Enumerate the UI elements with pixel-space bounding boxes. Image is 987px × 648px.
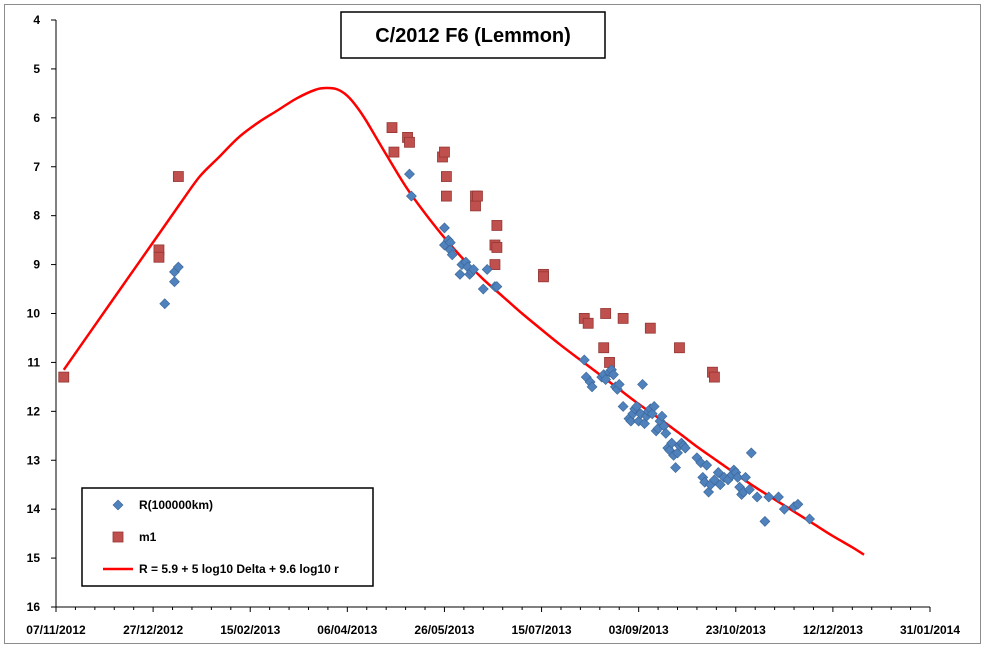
m1-point — [153, 251, 165, 263]
r-point — [743, 484, 755, 496]
m1-point — [644, 322, 656, 334]
r-point — [578, 354, 590, 366]
x-tick-label: 26/05/2013 — [414, 623, 474, 637]
r-point — [773, 491, 784, 503]
r-point — [631, 401, 643, 412]
r-point — [404, 168, 415, 180]
r-point — [613, 379, 625, 390]
m1-point — [439, 146, 450, 158]
model-curve-line — [62, 86, 865, 556]
r-point — [712, 467, 724, 478]
r-point — [617, 401, 629, 412]
m1-point — [472, 190, 483, 202]
m1-point — [58, 371, 70, 383]
x-tick-label: 03/09/2013 — [609, 623, 669, 637]
r-point — [586, 381, 598, 393]
r-point — [406, 190, 417, 202]
legend-m1-marker — [112, 531, 124, 543]
legend-label: R = 5.9 + 5 log10 Delta + 9.6 log10 r — [139, 562, 339, 576]
m1-point — [172, 171, 184, 182]
m1-point — [617, 312, 629, 324]
m1-point — [491, 242, 503, 253]
y-tick-label: 7 — [33, 160, 40, 174]
r-point — [159, 298, 171, 310]
r-point — [763, 491, 775, 503]
legend-label: R(100000km) — [139, 498, 213, 512]
m1-point — [598, 342, 610, 354]
r-point — [637, 379, 648, 390]
y-tick-label: 4 — [33, 13, 40, 27]
r-point — [648, 401, 660, 412]
m1-point — [440, 171, 452, 182]
y-tick-label: 16 — [27, 600, 41, 614]
r-point — [732, 471, 744, 483]
r-point — [759, 515, 771, 527]
legend: R(100000km) m1 R = 5.9 + 5 log10 Delta + 9… — [81, 487, 374, 587]
r-point — [778, 503, 790, 515]
r-point — [708, 474, 720, 486]
r-point — [656, 410, 668, 422]
axes-layer: 4 5 6 7 8 9 10 11 12 13 14 15 16 07/11/2012 27/12/2012… — [26, 13, 960, 637]
r-point — [477, 283, 489, 295]
chart-title-box: C/2012 F6 (Lemmon) — [340, 11, 606, 59]
r-point — [745, 447, 757, 459]
legend-label: m1 — [139, 530, 157, 544]
m1-series-layer — [58, 122, 720, 383]
x-tick-label: 06/04/2013 — [317, 623, 377, 637]
r-point — [600, 374, 612, 385]
r-point — [740, 471, 751, 483]
r-point — [446, 249, 458, 261]
m1-point — [440, 190, 452, 202]
x-tick-label: 31/01/2014 — [900, 623, 960, 637]
legend-r-marker — [112, 499, 124, 511]
m1-point — [709, 371, 720, 383]
y-tick-label: 8 — [33, 209, 40, 223]
r-point — [468, 264, 480, 275]
r-point — [679, 442, 691, 454]
m1-point — [388, 146, 400, 158]
m1-point — [404, 136, 415, 148]
chart-title: C/2012 F6 (Lemmon) — [375, 25, 571, 47]
r-point — [751, 491, 763, 503]
m1-point — [600, 308, 612, 319]
y-tick-label: 15 — [27, 551, 41, 565]
r-point — [607, 369, 619, 381]
y-tick-label: 14 — [27, 502, 41, 516]
r-point — [660, 427, 672, 439]
m1-point — [489, 259, 501, 270]
y-tick-label: 13 — [27, 453, 41, 467]
y-tick-label: 12 — [27, 404, 41, 418]
x-tick-label: 07/11/2012 — [26, 623, 86, 637]
m1-point — [491, 220, 503, 231]
r-point — [670, 462, 681, 474]
y-tick-label: 10 — [27, 307, 41, 321]
y-tick-label: 9 — [33, 258, 40, 272]
x-tick-label: 15/02/2013 — [220, 623, 280, 637]
m1-point — [538, 271, 549, 283]
r-point — [804, 513, 816, 525]
x-tick-label: 12/12/2013 — [803, 623, 863, 637]
y-tick-label: 5 — [33, 62, 40, 76]
r-point — [439, 222, 450, 234]
r-point — [172, 261, 184, 273]
m1-point — [674, 342, 685, 354]
r-point — [701, 459, 713, 471]
r-point — [481, 264, 493, 275]
r-point — [714, 479, 726, 491]
x-tick-label: 27/12/2012 — [123, 623, 183, 637]
x-tick-label: 15/07/2013 — [512, 623, 572, 637]
r-point — [454, 268, 466, 280]
r-point — [491, 281, 503, 293]
m1-point — [386, 122, 398, 134]
m1-point — [582, 317, 594, 329]
m1-point — [470, 200, 481, 212]
r-point — [792, 498, 804, 510]
y-tick-label: 6 — [33, 111, 40, 125]
model-curve-layer — [62, 86, 865, 556]
r-point — [169, 276, 180, 288]
x-tick-label: 23/10/2013 — [706, 623, 766, 637]
r-series-layer — [159, 168, 816, 527]
y-tick-label: 11 — [27, 355, 40, 369]
